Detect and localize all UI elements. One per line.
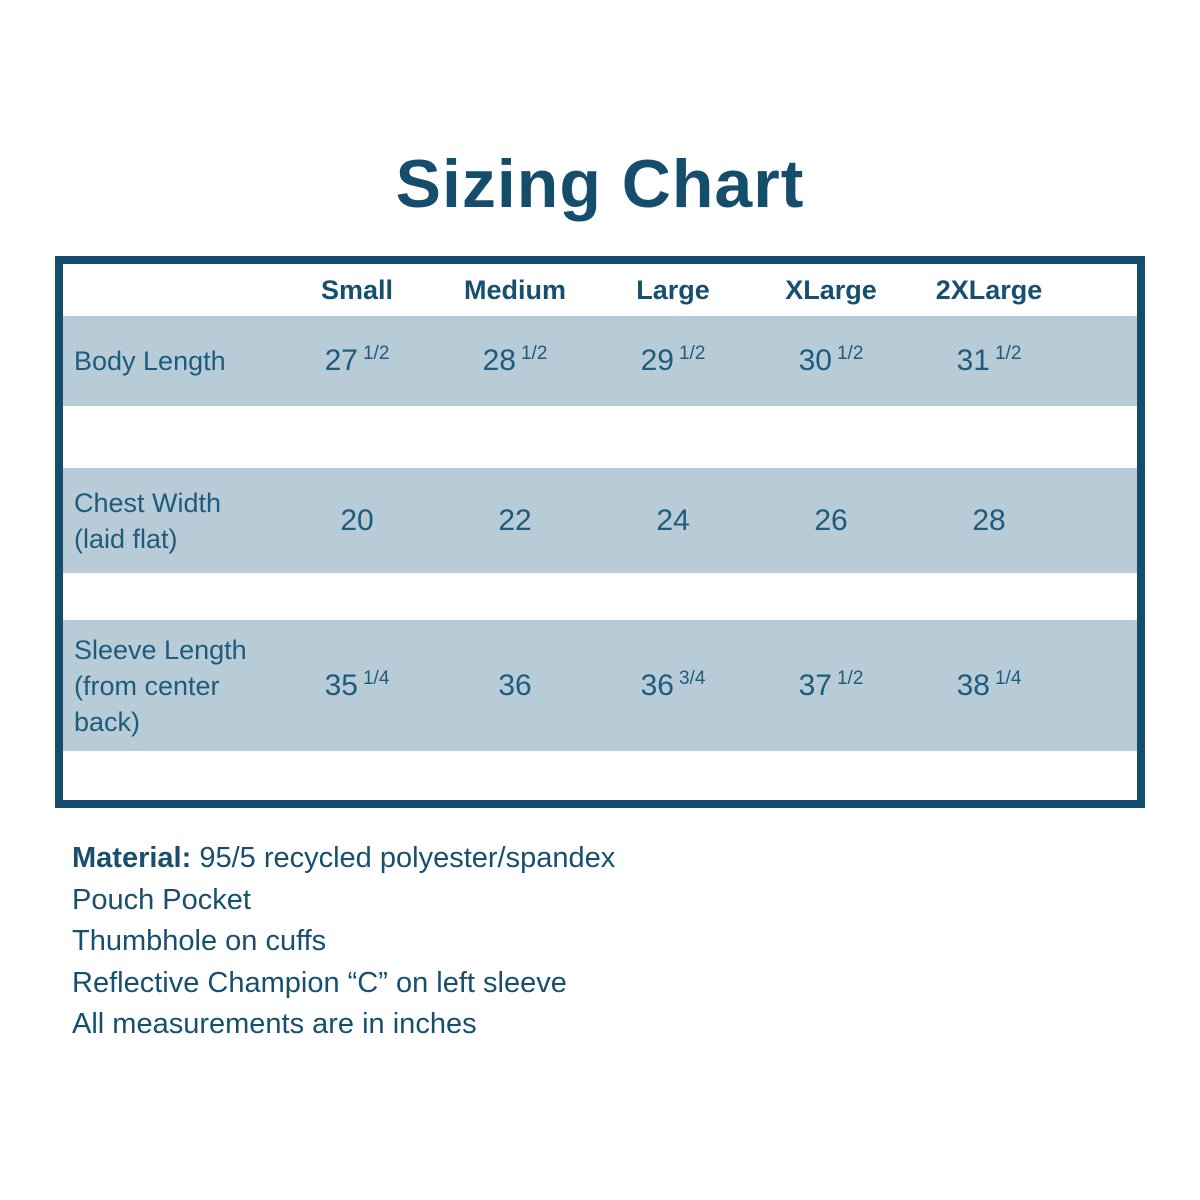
value-whole: 35	[324, 668, 358, 702]
value-fraction: 1/4	[994, 667, 1022, 689]
value-whole: 28	[482, 344, 516, 377]
size-value: 27 1/2	[278, 343, 436, 378]
size-value: 28 1/2	[436, 343, 594, 378]
size-header: 2XLarge	[935, 274, 1043, 305]
value-fraction: 3/4	[678, 667, 706, 689]
value-fraction: 1/4	[362, 667, 390, 689]
size-header: Small	[320, 274, 394, 305]
size-header: XLarge	[785, 274, 877, 305]
value-fraction: 1/2	[836, 667, 864, 689]
product-notes: Material: 95/5 recycled polyester/spande…	[72, 838, 1200, 1046]
value-whole: 27	[324, 344, 358, 377]
note-line: Reflective Champion “C” on left sleeve	[72, 966, 567, 999]
material-value: 95/5 recycled polyester/spandex	[191, 842, 616, 874]
table-header-row: Small Medium Large XLarge 2XLarge	[63, 264, 1137, 316]
value-whole: 26	[814, 503, 848, 537]
value-whole: 37	[798, 668, 832, 702]
size-value: 30 1/2	[752, 343, 910, 378]
note-line: All measurements are in inches	[72, 1008, 477, 1040]
value-whole: 31	[956, 344, 990, 377]
size-value: 36 3/4	[594, 667, 752, 703]
size-value: 29 1/2	[594, 343, 752, 378]
value-whole: 20	[340, 503, 374, 537]
size-value: 20	[278, 504, 436, 538]
material-line: Material: 95/5 recycled polyester/spande…	[72, 838, 1200, 880]
value-whole: 30	[798, 344, 832, 377]
table-row: Chest Width (laid flat) 20 22 24 26 28	[63, 468, 1137, 573]
note-line: Pouch Pocket	[72, 883, 251, 916]
value-whole: 24	[656, 503, 690, 537]
gap-row	[63, 406, 1137, 468]
row-label: Body Length	[74, 346, 226, 376]
value-fraction: 1/2	[362, 343, 390, 364]
value-fraction: 1/2	[520, 343, 548, 364]
value-whole: 28	[972, 503, 1006, 537]
value-fraction: 1/2	[836, 343, 864, 364]
size-value: 36	[436, 669, 594, 703]
size-value: 28	[910, 504, 1068, 538]
sizing-table: Small Medium Large XLarge 2XLarge Body Length…	[55, 256, 1145, 808]
value-whole: 22	[498, 503, 532, 537]
gap-row	[63, 751, 1137, 800]
size-value: 31 1/2	[910, 343, 1068, 378]
value-whole: 29	[640, 344, 674, 377]
size-header: Medium	[463, 274, 566, 305]
size-value: 22	[436, 504, 594, 538]
value-fraction: 1/2	[678, 343, 706, 364]
size-value: 35 1/4	[278, 667, 436, 703]
size-value: 24	[594, 504, 752, 538]
note-line: Thumbhole on cuffs	[72, 925, 327, 957]
size-header: Large	[636, 274, 710, 305]
table-row: Sleeve Length (from center back) 35 1/4 36 3…	[63, 620, 1137, 751]
size-value: 26	[752, 504, 910, 538]
value-whole: 38	[956, 668, 990, 702]
value-whole: 36	[640, 668, 674, 702]
page-title: Sizing Chart	[395, 146, 805, 222]
gap-row	[63, 573, 1137, 620]
row-label: Chest Width (laid flat)	[74, 487, 222, 554]
material-label: Material:	[72, 842, 192, 874]
row-label: Sleeve Length (from center back)	[74, 634, 247, 737]
size-value: 38 1/4	[910, 667, 1068, 703]
size-value: 37 1/2	[752, 667, 910, 703]
table-row: Body Length 27 1/2 28 1/2 29 1/2 30 1/2 31 1/2	[63, 316, 1137, 406]
value-whole: 36	[498, 668, 532, 702]
value-fraction: 1/2	[994, 343, 1022, 364]
